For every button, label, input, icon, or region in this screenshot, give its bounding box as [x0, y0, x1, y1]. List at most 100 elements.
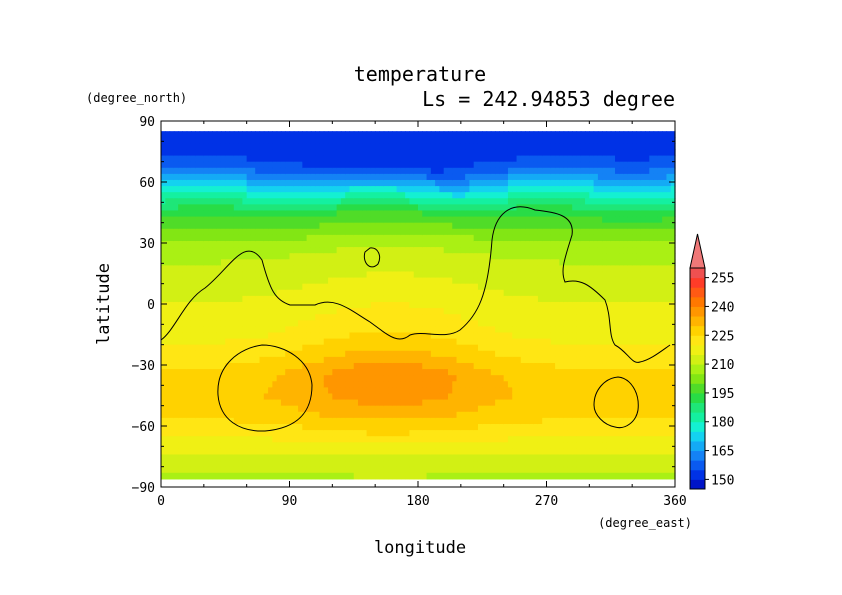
heatmap-cell [413, 234, 419, 242]
heatmap-cell [422, 436, 428, 443]
heatmap-cell [259, 375, 265, 382]
heatmap-cell [405, 137, 411, 144]
heatmap-cell [495, 131, 500, 138]
heatmap-cell [422, 216, 428, 224]
heatmap-cell [259, 472, 265, 480]
heatmap-cell [259, 326, 265, 334]
heatmap-cell [220, 155, 226, 163]
heatmap-cell [208, 277, 213, 285]
heatmap-cell [255, 283, 261, 291]
heatmap-cell [238, 253, 243, 260]
heatmap-cell [370, 308, 376, 315]
heatmap-cell [276, 375, 282, 382]
heatmap-cell [379, 405, 385, 413]
heatmap-cell [370, 350, 376, 358]
heatmap-cell [310, 436, 316, 443]
heatmap-cell [259, 271, 265, 279]
heatmap-cell [165, 137, 171, 144]
heatmap-cell [293, 423, 299, 431]
heatmap-cell [272, 454, 278, 462]
heatmap-cell [225, 405, 231, 413]
heatmap-cell [220, 271, 226, 279]
heatmap-cell [319, 448, 325, 456]
heatmap-cell [263, 375, 269, 382]
heatmap-cell [225, 338, 231, 346]
heatmap-cell [435, 411, 441, 419]
heatmap-cell [499, 265, 505, 273]
heatmap-cell [280, 393, 286, 401]
heatmap-cell [525, 143, 530, 151]
heatmap-cell [328, 173, 333, 181]
heatmap-cell [512, 289, 518, 297]
heatmap-cell [310, 362, 316, 370]
heatmap-cell [315, 375, 321, 382]
heatmap-cell [276, 430, 282, 437]
heatmap-cell [161, 308, 166, 315]
heatmap-cell [473, 417, 479, 425]
heatmap-cell [388, 155, 393, 163]
heatmap-cell [336, 167, 342, 175]
heatmap-cell [486, 216, 492, 224]
heatmap-cell [503, 442, 509, 449]
heatmap-cell [533, 137, 539, 144]
heatmap-cell [409, 234, 415, 242]
heatmap-cell [375, 393, 381, 401]
heatmap-cell [165, 198, 171, 205]
heatmap-cell [516, 240, 522, 248]
heatmap-cell [246, 247, 252, 254]
heatmap-cell [306, 283, 312, 291]
heatmap-cell [203, 344, 209, 352]
heatmap-cell [285, 173, 291, 181]
heatmap-cell [525, 222, 530, 230]
heatmap-cell [315, 289, 321, 297]
heatmap-cell [340, 155, 346, 163]
heatmap-cell [525, 295, 530, 303]
heatmap-cell [465, 430, 470, 437]
heatmap-cell [447, 234, 453, 242]
heatmap-cell [370, 423, 376, 431]
heatmap-cell [195, 423, 201, 431]
heatmap-cell [212, 192, 218, 199]
heatmap-cell [233, 411, 239, 419]
heatmap-cell [452, 259, 458, 266]
heatmap-cell [409, 314, 415, 321]
heatmap-cell [362, 222, 368, 230]
heatmap-cell [422, 405, 428, 413]
heatmap-cell [490, 423, 496, 431]
heatmap-cell [276, 460, 282, 468]
heatmap-cell [182, 448, 188, 456]
heatmap-cell [353, 283, 359, 291]
heatmap-cell [503, 289, 509, 297]
heatmap-cell [349, 277, 355, 285]
heatmap-cell [319, 430, 325, 437]
heatmap-cell [503, 387, 509, 395]
heatmap-cell [336, 356, 342, 364]
heatmap-cell [250, 222, 256, 230]
heatmap-cell [499, 161, 505, 169]
heatmap-cell [328, 247, 333, 254]
heatmap-cell [289, 405, 295, 413]
heatmap-cell [533, 247, 539, 254]
heatmap-cell [255, 167, 261, 175]
heatmap-cell [486, 448, 492, 456]
heatmap-cell [289, 466, 295, 474]
heatmap-cell [520, 204, 526, 212]
heatmap-cell [293, 430, 299, 437]
heatmap-cell [490, 430, 496, 437]
heatmap-cell [375, 314, 381, 321]
heatmap-cell [529, 301, 535, 309]
heatmap-cell [495, 344, 500, 352]
heatmap-cell [165, 161, 171, 169]
heatmap-cell [225, 411, 231, 419]
heatmap-cell [345, 216, 351, 224]
heatmap-cell [225, 466, 231, 474]
heatmap-cell [169, 161, 175, 169]
heatmap-cell [409, 399, 415, 407]
heatmap-cell [452, 240, 458, 248]
heatmap-cell [233, 393, 239, 401]
heatmap-cell [208, 186, 213, 193]
heatmap-cell [409, 466, 415, 474]
heatmap-cell [186, 289, 192, 297]
heatmap-cell [353, 192, 359, 199]
heatmap-cell [375, 308, 381, 315]
